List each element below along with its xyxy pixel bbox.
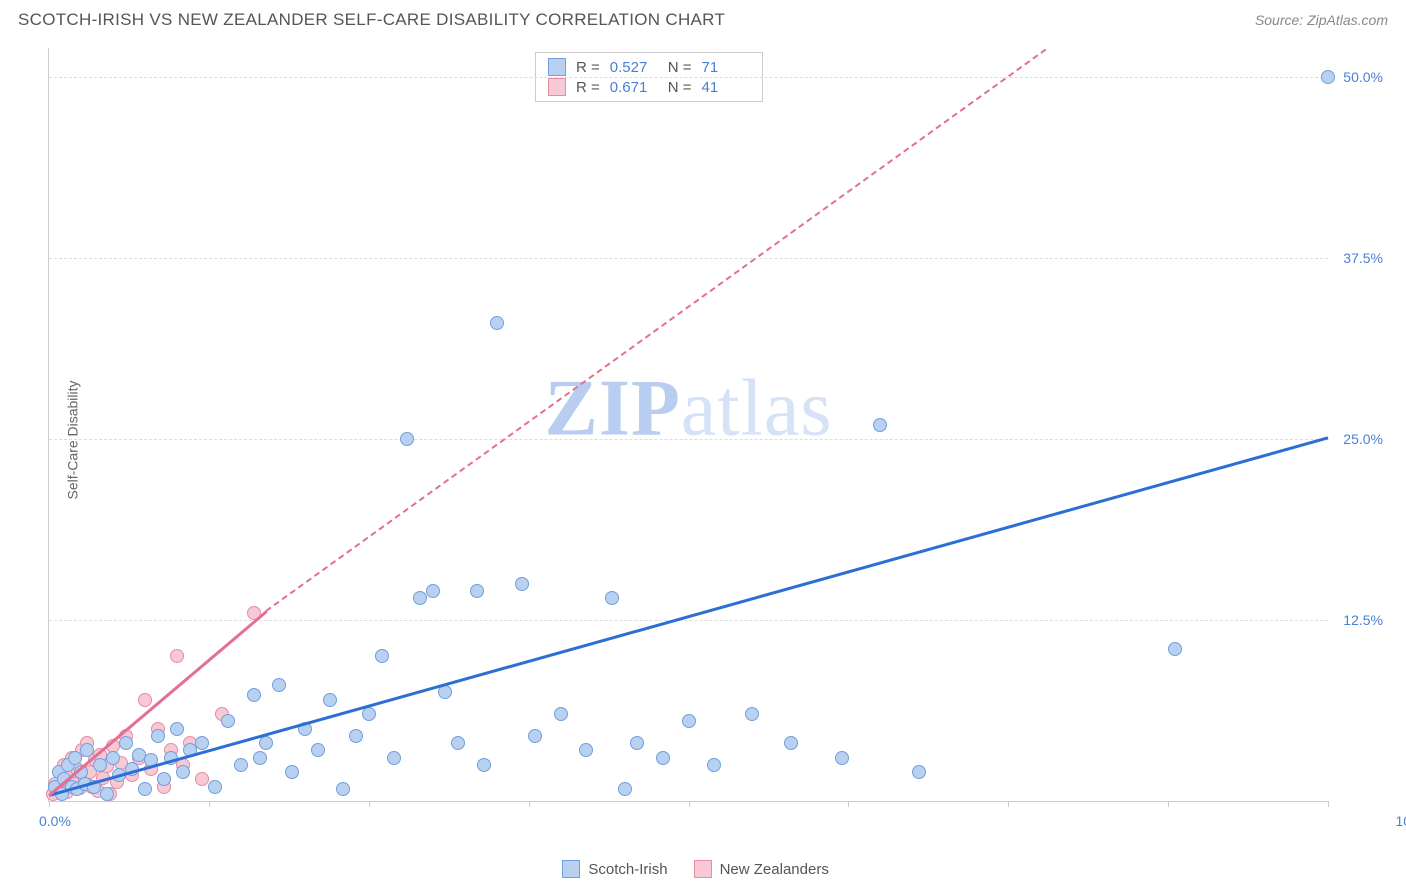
data-point [912,765,926,779]
r-label: R = [576,79,600,96]
data-point [1321,70,1335,84]
chart-container: Self-Care Disability ZIPatlas R = 0.527 … [48,48,1388,832]
data-point [151,729,165,743]
n-label: N = [668,59,692,76]
data-point [438,685,452,699]
data-point [106,751,120,765]
chart-title: SCOTCH-IRISH VS NEW ZEALANDER SELF-CARE … [18,10,725,30]
data-point [375,649,389,663]
data-point [554,707,568,721]
data-point [470,584,484,598]
chart-header: SCOTCH-IRISH VS NEW ZEALANDER SELF-CARE … [0,0,1406,36]
r-value-series2: 0.671 [610,79,658,96]
x-tick [369,801,370,807]
x-tick [1168,801,1169,807]
data-point [234,758,248,772]
trend-line [266,48,1047,611]
data-point [451,736,465,750]
legend: Scotch-Irish New Zealanders [562,860,828,878]
data-point [195,772,209,786]
data-point [253,751,267,765]
x-tick [529,801,530,807]
x-axis-min-label: 0.0% [39,813,71,829]
data-point [605,591,619,605]
data-point [490,316,504,330]
y-tick-label: 12.5% [1333,612,1383,628]
data-point [259,736,273,750]
data-point [68,751,82,765]
x-tick [689,801,690,807]
x-tick [848,801,849,807]
legend-swatch-series1 [562,860,580,878]
data-point [323,693,337,707]
trend-line [49,436,1329,796]
data-point [784,736,798,750]
r-label: R = [576,59,600,76]
data-point [170,649,184,663]
data-point [362,707,376,721]
data-point [515,577,529,591]
swatch-series2 [548,78,566,96]
gridline [49,439,1328,440]
data-point [208,780,222,794]
stats-row-series2: R = 0.671 N = 41 [548,77,750,97]
n-value-series2: 41 [702,79,750,96]
data-point [528,729,542,743]
legend-item-series2: New Zealanders [694,860,829,878]
x-tick [1008,801,1009,807]
gridline [49,258,1328,259]
data-point [336,782,350,796]
data-point [349,729,363,743]
data-point [119,736,133,750]
swatch-series1 [548,58,566,76]
x-tick [1328,801,1329,807]
data-point [873,418,887,432]
data-point [1168,642,1182,656]
y-tick-label: 50.0% [1333,69,1383,85]
data-point [579,743,593,757]
data-point [272,678,286,692]
data-point [707,758,721,772]
n-label: N = [668,79,692,96]
data-point [387,751,401,765]
data-point [221,714,235,728]
data-point [285,765,299,779]
legend-item-series1: Scotch-Irish [562,860,667,878]
n-value-series1: 71 [702,59,750,76]
data-point [100,787,114,801]
data-point [477,758,491,772]
data-point [630,736,644,750]
data-point [157,772,171,786]
data-point [176,765,190,779]
legend-swatch-series2 [694,860,712,878]
legend-label-series1: Scotch-Irish [588,861,667,878]
data-point [311,743,325,757]
data-point [138,782,152,796]
data-point [656,751,670,765]
data-point [400,432,414,446]
legend-label-series2: New Zealanders [720,861,829,878]
data-point [618,782,632,796]
source-attribution: Source: ZipAtlas.com [1255,12,1388,28]
x-tick [49,801,50,807]
gridline [49,620,1328,621]
data-point [93,758,107,772]
stats-row-series1: R = 0.527 N = 71 [548,57,750,77]
data-point [682,714,696,728]
data-point [426,584,440,598]
y-tick-label: 37.5% [1333,250,1383,266]
data-point [247,688,261,702]
data-point [195,736,209,750]
x-tick [209,801,210,807]
y-tick-label: 25.0% [1333,431,1383,447]
data-point [138,693,152,707]
data-point [745,707,759,721]
plot-area: ZIPatlas R = 0.527 N = 71 R = 0.671 N = … [48,48,1328,802]
data-point [413,591,427,605]
gridline [49,77,1328,78]
r-value-series1: 0.527 [610,59,658,76]
x-axis-max-label: 100.0% [1396,813,1406,829]
data-point [835,751,849,765]
data-point [170,722,184,736]
